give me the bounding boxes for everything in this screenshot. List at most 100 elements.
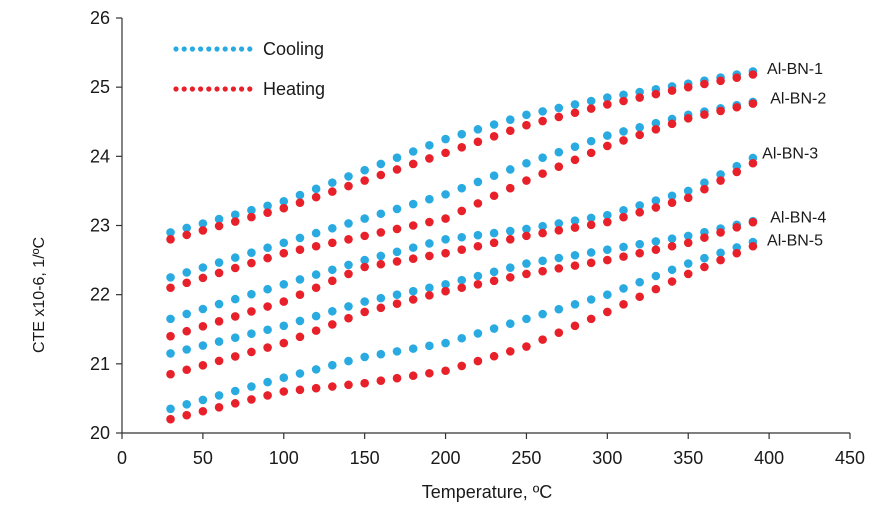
data-point xyxy=(230,263,240,273)
data-point xyxy=(392,153,402,163)
data-point xyxy=(279,248,289,258)
data-point xyxy=(489,276,499,286)
legend-marker-dot xyxy=(230,46,236,52)
data-point xyxy=(360,297,369,306)
data-point xyxy=(328,265,337,275)
data-point xyxy=(328,382,337,391)
annotation-al-bn-5: Al-BN-5 xyxy=(767,232,823,249)
data-point xyxy=(441,134,450,144)
data-point xyxy=(441,148,450,158)
data-point xyxy=(198,361,208,370)
data-point xyxy=(408,147,418,156)
data-point xyxy=(667,241,677,251)
data-point xyxy=(392,247,402,257)
data-point xyxy=(457,333,467,343)
data-point xyxy=(473,329,483,338)
data-point xyxy=(344,181,353,191)
data-point xyxy=(586,258,596,268)
axes xyxy=(116,17,851,439)
data-point xyxy=(230,333,240,342)
data-point xyxy=(360,352,369,362)
data-point xyxy=(247,395,256,404)
data-point xyxy=(748,99,758,108)
data-point xyxy=(295,290,305,299)
data-point xyxy=(425,194,434,204)
data-point xyxy=(182,400,192,409)
data-point xyxy=(263,325,272,335)
legend-marker-dot xyxy=(230,86,236,92)
data-point xyxy=(505,273,515,282)
x-tick-label: 350 xyxy=(673,448,703,468)
data-point xyxy=(425,368,434,378)
x-tick-label: 250 xyxy=(511,448,541,468)
data-point xyxy=(538,221,547,231)
data-point xyxy=(651,196,661,205)
data-point xyxy=(311,311,321,321)
data-point xyxy=(603,290,612,299)
data-point xyxy=(683,82,693,92)
data-point xyxy=(166,414,175,424)
data-point xyxy=(263,253,272,263)
data-point xyxy=(311,241,321,251)
data-point xyxy=(344,313,353,323)
legend-marker-dot xyxy=(222,86,228,92)
data-point xyxy=(408,295,418,304)
data-point xyxy=(586,295,596,304)
data-point xyxy=(667,86,677,95)
data-point xyxy=(295,198,305,207)
data-point xyxy=(279,297,289,306)
y-tick-label: 24 xyxy=(90,146,110,166)
data-point xyxy=(748,241,758,251)
data-point xyxy=(683,193,693,203)
data-point xyxy=(295,190,305,200)
data-point xyxy=(376,170,386,180)
data-point xyxy=(425,291,434,300)
data-point xyxy=(182,309,192,319)
data-point xyxy=(473,177,483,187)
data-point xyxy=(554,253,564,263)
data-point xyxy=(182,268,192,277)
data-point xyxy=(538,228,547,238)
data-point xyxy=(603,141,612,151)
data-point xyxy=(748,158,758,168)
data-point xyxy=(716,255,725,265)
data-point xyxy=(651,89,661,99)
data-point xyxy=(311,192,321,202)
data-point xyxy=(586,148,596,158)
data-point xyxy=(376,376,386,386)
data-point xyxy=(360,262,369,272)
data-point xyxy=(328,360,337,370)
annotation-al-bn-1: Al-BN-1 xyxy=(767,61,823,78)
data-point xyxy=(505,319,515,329)
data-point xyxy=(214,258,224,267)
data-point xyxy=(311,365,321,374)
data-point xyxy=(603,217,612,227)
data-point xyxy=(716,228,725,237)
data-point xyxy=(489,228,499,238)
data-point xyxy=(538,335,547,344)
data-point xyxy=(570,223,580,232)
x-tick-label: 100 xyxy=(269,448,299,468)
data-point xyxy=(489,238,499,248)
data-point xyxy=(522,120,531,130)
data-point xyxy=(263,208,272,217)
y-tick-label: 22 xyxy=(90,285,110,305)
data-point xyxy=(360,255,369,265)
tick-labels: 0 50 100 150 200 250 300 350 400 450 20 21 22 23 24 25 2… xyxy=(90,8,865,468)
data-point xyxy=(214,337,224,346)
data-point xyxy=(651,284,661,294)
data-point xyxy=(570,155,580,165)
legend-marker-dot xyxy=(247,46,253,52)
series-cooling-al-bn-3 xyxy=(166,153,758,324)
data-point xyxy=(279,196,289,206)
data-point xyxy=(554,264,564,273)
data-point xyxy=(441,235,450,244)
data-point xyxy=(489,267,499,277)
data-point xyxy=(489,131,499,141)
data-point xyxy=(198,226,208,235)
data-point xyxy=(166,273,175,282)
data-point xyxy=(651,118,661,128)
legend-marker-dot xyxy=(239,86,245,92)
series-heating-al-bn-3 xyxy=(166,158,758,341)
